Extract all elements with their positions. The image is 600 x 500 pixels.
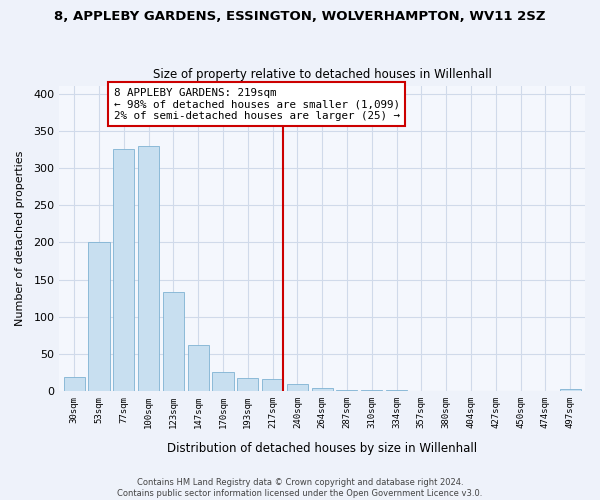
Bar bbox=[212, 372, 233, 391]
Bar bbox=[64, 377, 85, 391]
Bar bbox=[88, 242, 110, 391]
Bar bbox=[188, 345, 209, 391]
Bar bbox=[337, 390, 358, 391]
Bar bbox=[311, 388, 332, 391]
Bar bbox=[237, 378, 259, 391]
Bar bbox=[560, 389, 581, 391]
Bar bbox=[386, 390, 407, 391]
X-axis label: Distribution of detached houses by size in Willenhall: Distribution of detached houses by size … bbox=[167, 442, 477, 455]
Bar bbox=[361, 390, 382, 391]
Text: 8, APPLEBY GARDENS, ESSINGTON, WOLVERHAMPTON, WV11 2SZ: 8, APPLEBY GARDENS, ESSINGTON, WOLVERHAM… bbox=[54, 10, 546, 23]
Text: 8 APPLEBY GARDENS: 219sqm
← 98% of detached houses are smaller (1,099)
2% of sem: 8 APPLEBY GARDENS: 219sqm ← 98% of detac… bbox=[114, 88, 400, 121]
Bar bbox=[262, 379, 283, 391]
Text: Contains HM Land Registry data © Crown copyright and database right 2024.
Contai: Contains HM Land Registry data © Crown c… bbox=[118, 478, 482, 498]
Bar bbox=[113, 150, 134, 391]
Bar bbox=[287, 384, 308, 391]
Bar bbox=[138, 146, 159, 391]
Title: Size of property relative to detached houses in Willenhall: Size of property relative to detached ho… bbox=[153, 68, 491, 81]
Y-axis label: Number of detached properties: Number of detached properties bbox=[15, 151, 25, 326]
Bar bbox=[163, 292, 184, 391]
